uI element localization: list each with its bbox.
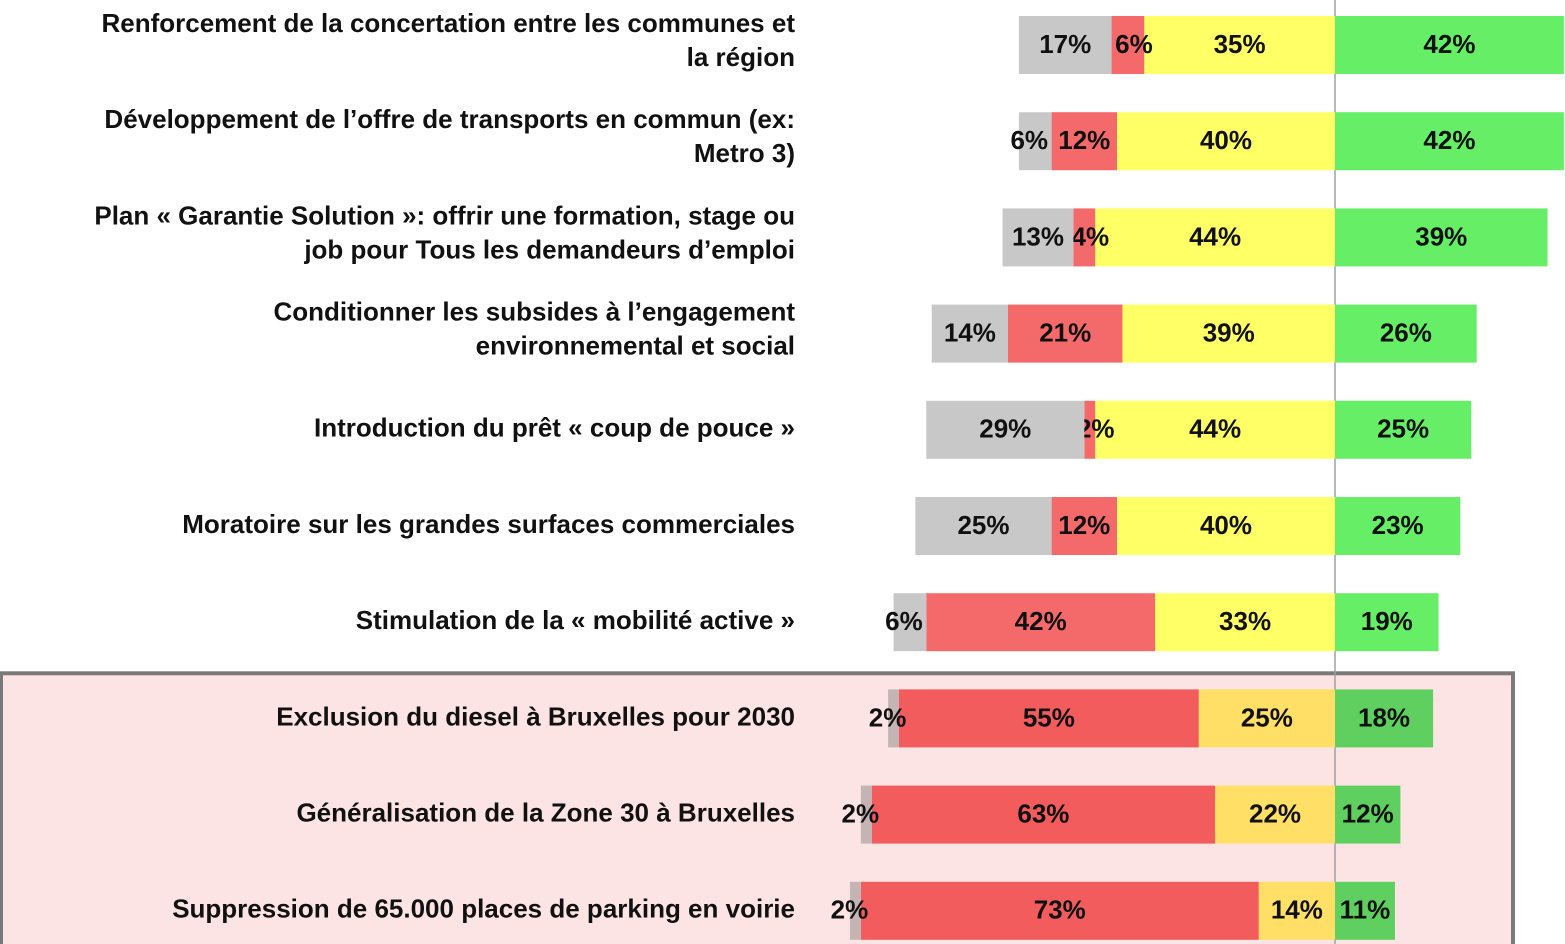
category-label: job pour Tous les demandeurs d’emploi	[303, 234, 795, 264]
bar-segment	[1335, 112, 1564, 171]
bar-segment	[1111, 16, 1145, 74]
value-label: 4%	[1072, 221, 1110, 251]
bar-segment	[1258, 881, 1335, 940]
value-label: 11%	[1340, 895, 1391, 925]
value-label: 19%	[1361, 606, 1413, 636]
value-label: 13%	[1012, 221, 1064, 251]
value-label: 39%	[1415, 221, 1467, 251]
bar-segment	[1335, 497, 1461, 555]
value-label: 63%	[1017, 798, 1069, 828]
value-label: 39%	[1203, 317, 1255, 347]
bar-segment	[1144, 16, 1335, 74]
bar-segment	[893, 593, 927, 652]
bar-segment	[1335, 208, 1548, 267]
category-label: environnemental et social	[476, 330, 795, 360]
value-label: 23%	[1372, 510, 1424, 540]
value-label: 40%	[1200, 510, 1252, 540]
bar-segment	[849, 881, 861, 940]
value-label: 35%	[1214, 29, 1266, 59]
category-label: Suppression de 65.000 places de parking …	[172, 894, 795, 924]
value-label: 29%	[979, 414, 1031, 444]
category-label: Moratoire sur les grandes surfaces comme…	[182, 509, 795, 539]
value-label: 25%	[1377, 414, 1429, 444]
bar-segment	[1051, 497, 1117, 555]
bar-segment	[1084, 400, 1096, 459]
bar-segment	[1155, 593, 1335, 652]
bar-segment	[1335, 881, 1395, 940]
value-label: 55%	[1023, 702, 1075, 732]
category-label: Metro 3)	[694, 138, 795, 168]
bar-segment	[860, 881, 1259, 940]
bar-segment	[888, 689, 899, 748]
value-label: 22%	[1249, 798, 1301, 828]
bar-segment	[1335, 16, 1564, 74]
bar-segment	[1018, 112, 1052, 171]
value-label: 12%	[1058, 510, 1110, 540]
value-label: 17%	[1039, 29, 1091, 59]
value-label: 42%	[1423, 125, 1475, 155]
value-label: 40%	[1200, 125, 1252, 155]
value-label: 44%	[1189, 414, 1241, 444]
category-label: Exclusion du diesel à Bruxelles pour 203…	[276, 701, 795, 731]
bar-segment	[1335, 304, 1477, 363]
value-label: 25%	[957, 510, 1009, 540]
bar-segment	[1335, 593, 1439, 652]
bar-segment	[1095, 208, 1335, 267]
value-label: 12%	[1058, 125, 1110, 155]
bar-segment	[1002, 208, 1074, 267]
category-label: Plan « Garantie Solution »: offrir une f…	[94, 200, 795, 230]
bar-segment	[1095, 400, 1335, 459]
value-label: 14%	[1271, 895, 1323, 925]
value-label: 21%	[1039, 317, 1091, 347]
bar-segment	[926, 400, 1085, 459]
bar-segment	[915, 497, 1052, 555]
bar-segment	[926, 593, 1156, 652]
value-label: 6%	[885, 606, 923, 636]
bar-segment	[860, 785, 872, 844]
bar-segment	[1122, 304, 1335, 363]
value-label: 12%	[1342, 798, 1394, 828]
value-label: 2%	[831, 895, 869, 925]
bar-segment	[1117, 497, 1335, 555]
value-label: 73%	[1034, 895, 1086, 925]
value-label: 44%	[1189, 221, 1241, 251]
value-label: 14%	[944, 317, 996, 347]
bar-segment	[1018, 16, 1112, 74]
value-label: 6%	[1115, 29, 1153, 59]
category-label: Introduction du prêt « coup de pouce »	[314, 413, 795, 443]
value-label: 18%	[1358, 702, 1410, 732]
value-label: 42%	[1015, 606, 1067, 636]
bar-segment	[1215, 785, 1335, 844]
bar-segment	[1335, 689, 1434, 748]
value-label: 42%	[1423, 29, 1475, 59]
value-label: 33%	[1219, 606, 1271, 636]
value-label: 26%	[1380, 317, 1432, 347]
bar-segment	[1335, 785, 1401, 844]
value-label: 2%	[869, 702, 907, 732]
category-label: Développement de l’offre de transports e…	[104, 104, 795, 134]
category-label: Généralisation de la Zone 30 à Bruxelles	[296, 797, 795, 827]
bar-segment	[1051, 112, 1117, 171]
value-label: 2%	[842, 798, 880, 828]
bar-segment	[899, 689, 1199, 748]
bar-segment	[1198, 689, 1335, 748]
category-label: Renforcement de la concertation entre le…	[101, 8, 795, 38]
category-label: Stimulation de la « mobilité active »	[356, 605, 795, 635]
category-label: la région	[687, 42, 795, 72]
bar-segment	[931, 304, 1008, 363]
bar-segment	[871, 785, 1216, 844]
value-label: 6%	[1010, 125, 1048, 155]
bar-segment	[1335, 400, 1472, 459]
bar-segment	[1117, 112, 1335, 171]
bar-segment	[1008, 304, 1123, 363]
value-label: 25%	[1241, 702, 1293, 732]
bar-segment	[1073, 208, 1096, 267]
category-label: Conditionner les subsides à l’engagement	[273, 296, 795, 326]
